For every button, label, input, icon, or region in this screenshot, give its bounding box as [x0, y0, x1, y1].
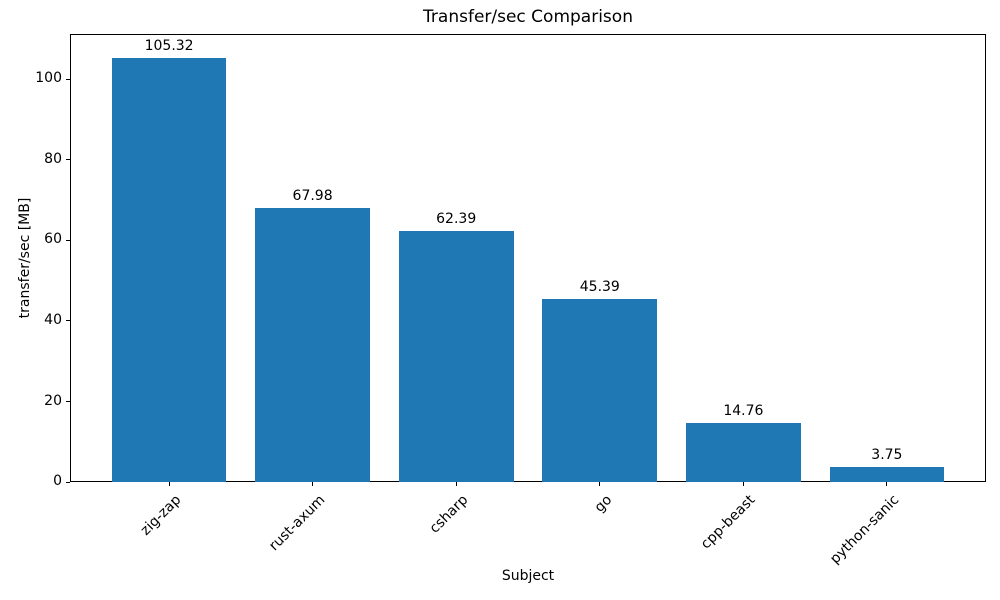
- bar: [829, 466, 945, 482]
- bar-value-label: 3.75: [871, 446, 903, 463]
- y-tick-mark: [66, 481, 70, 483]
- y-tick-mark: [66, 401, 70, 402]
- x-tick-mark: [886, 482, 888, 486]
- bar-value-label: 14.76: [723, 402, 764, 419]
- y-tick-label: 40: [44, 311, 62, 328]
- bar-value-label: 105.32: [144, 37, 194, 54]
- bar: [255, 208, 371, 482]
- y-tick-mark: [66, 159, 70, 161]
- x-axis-label: Subject: [501, 568, 555, 584]
- y-tick-label: 80: [44, 150, 62, 167]
- y-tick-label: 100: [35, 70, 62, 87]
- bar: [685, 422, 801, 482]
- x-tick-mark: [455, 482, 457, 486]
- bar: [398, 230, 514, 482]
- y-axis-label: transfer/sec [MB]: [17, 197, 33, 319]
- x-tick-mark: [599, 482, 601, 486]
- chart-title: Transfer/sec Comparison: [423, 7, 633, 27]
- y-tick-mark: [66, 320, 70, 322]
- y-tick-label: 0: [53, 473, 62, 489]
- x-tick-mark: [742, 482, 744, 486]
- bar-value-label: 45.39: [579, 279, 620, 296]
- y-tick-mark: [66, 239, 70, 241]
- x-tick-mark: [312, 482, 314, 486]
- y-tick-label: 60: [44, 231, 62, 248]
- bar-value-label: 62.39: [436, 210, 477, 227]
- x-tick-mark: [168, 482, 170, 486]
- plot-area: 105.32 zig-zap 67.98 rust-axum 62.39 csharp 45…: [35, 34, 986, 567]
- bar: [111, 57, 227, 482]
- y-tick-mark: [66, 78, 70, 80]
- y-tick-label: 20: [44, 392, 62, 409]
- bar: [542, 299, 658, 482]
- bar-value-label: 67.98: [292, 188, 333, 205]
